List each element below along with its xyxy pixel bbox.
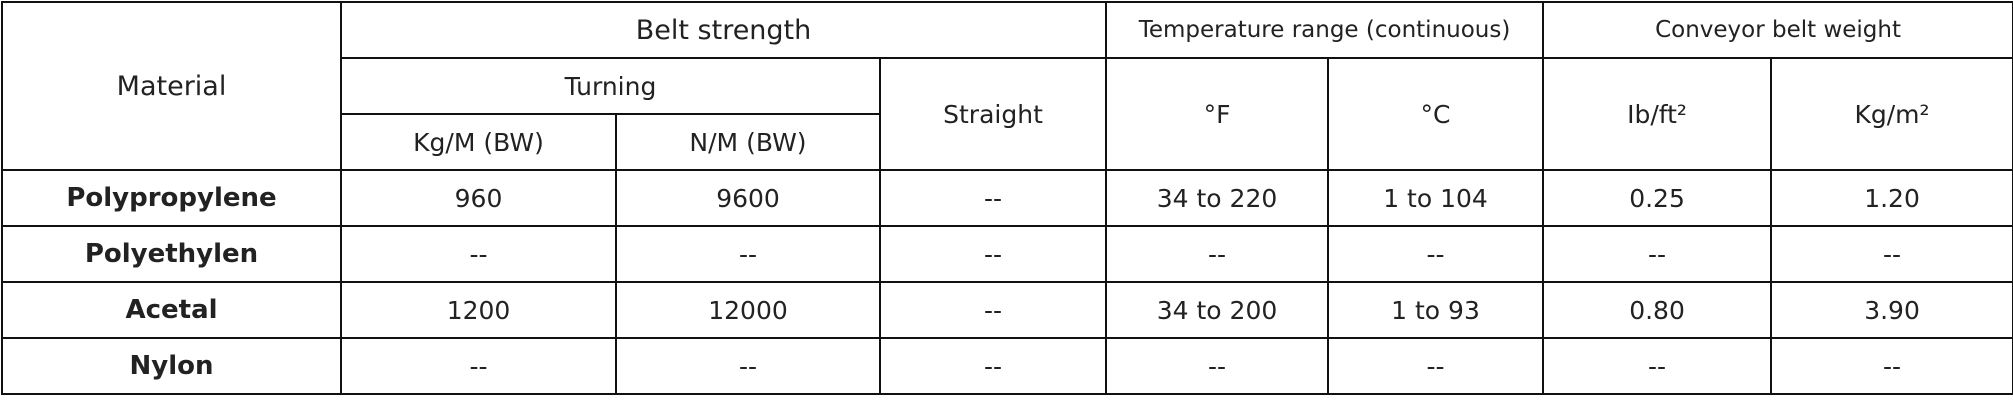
- value-cell: 1 to 93: [1327, 281, 1545, 339]
- header-cell: Temperature range (continuous): [1105, 1, 1545, 59]
- value-cell: --: [615, 337, 881, 395]
- value-cell: 1200: [340, 281, 617, 339]
- value-cell: --: [878, 337, 1108, 395]
- value-cell: --: [878, 281, 1108, 339]
- value-cell: --: [1770, 225, 2013, 283]
- body-row: Nylon -- -- -- -- -- -- --: [1, 337, 2013, 395]
- table-body: Material Belt strength Temperature range…: [1, 1, 2013, 395]
- value-cell: --: [878, 225, 1108, 283]
- value-cell: --: [1327, 225, 1545, 283]
- data-table: Material Belt strength Temperature range…: [1, 1, 2013, 395]
- value-cell: 0.25: [1542, 169, 1773, 227]
- material-cell: Polyethylen: [1, 225, 342, 283]
- value-cell: --: [340, 225, 617, 283]
- header-cell: Turning: [340, 57, 881, 115]
- body-row: Polypropylene 960 9600 -- 34 to 220 1 to 104 0…: [1, 169, 2013, 227]
- header-cell: Conveyor belt weight: [1542, 1, 2013, 59]
- value-cell: 1 to 104: [1327, 169, 1545, 227]
- header-row: Kg/M (BW) N/M (BW): [2, 113, 2013, 171]
- header-cell: Straight: [878, 57, 1108, 171]
- material-cell: Polypropylene: [1, 169, 342, 227]
- value-cell: 34 to 200: [1105, 281, 1330, 339]
- value-cell: --: [1105, 337, 1330, 395]
- value-cell: --: [340, 337, 617, 395]
- header-cell: Belt strength: [339, 1, 1108, 59]
- value-cell: 9600: [615, 169, 881, 227]
- value-cell: --: [1542, 337, 1773, 395]
- value-cell: --: [1105, 225, 1330, 283]
- value-cell: --: [1327, 337, 1545, 395]
- value-cell: --: [1542, 225, 1773, 283]
- header-cell: Kg/M (BW): [340, 113, 617, 171]
- header-cell: Ib/ft²: [1542, 57, 1773, 171]
- material-cell: Nylon: [1, 337, 342, 395]
- material-cell: Acetal: [1, 281, 342, 339]
- header-cell: °F: [1105, 57, 1330, 171]
- value-cell: --: [1770, 337, 2013, 395]
- header-cell: °C: [1327, 57, 1545, 171]
- body-row: Acetal 1200 12000 -- 34 to 200 1 to 93 0.80 3.9…: [1, 281, 2013, 339]
- header-cell: Material: [1, 1, 342, 171]
- value-cell: 1.20: [1770, 169, 2013, 227]
- value-cell: 960: [340, 169, 617, 227]
- value-cell: 34 to 220: [1105, 169, 1330, 227]
- header-cell: N/M (BW): [615, 113, 881, 171]
- header-cell: Kg/m²: [1770, 57, 2013, 171]
- value-cell: 0.80: [1542, 281, 1773, 339]
- value-cell: 12000: [615, 281, 881, 339]
- body-row: Polyethylen -- -- -- -- -- -- --: [1, 225, 2013, 283]
- value-cell: --: [615, 225, 881, 283]
- value-cell: --: [878, 169, 1108, 227]
- value-cell: 3.90: [1770, 281, 2013, 339]
- header-row: Material Belt strength Temperature range…: [1, 1, 2013, 171]
- header-row: Turning Straight °F °C Ib/ft² Kg/m²: [2, 57, 2013, 171]
